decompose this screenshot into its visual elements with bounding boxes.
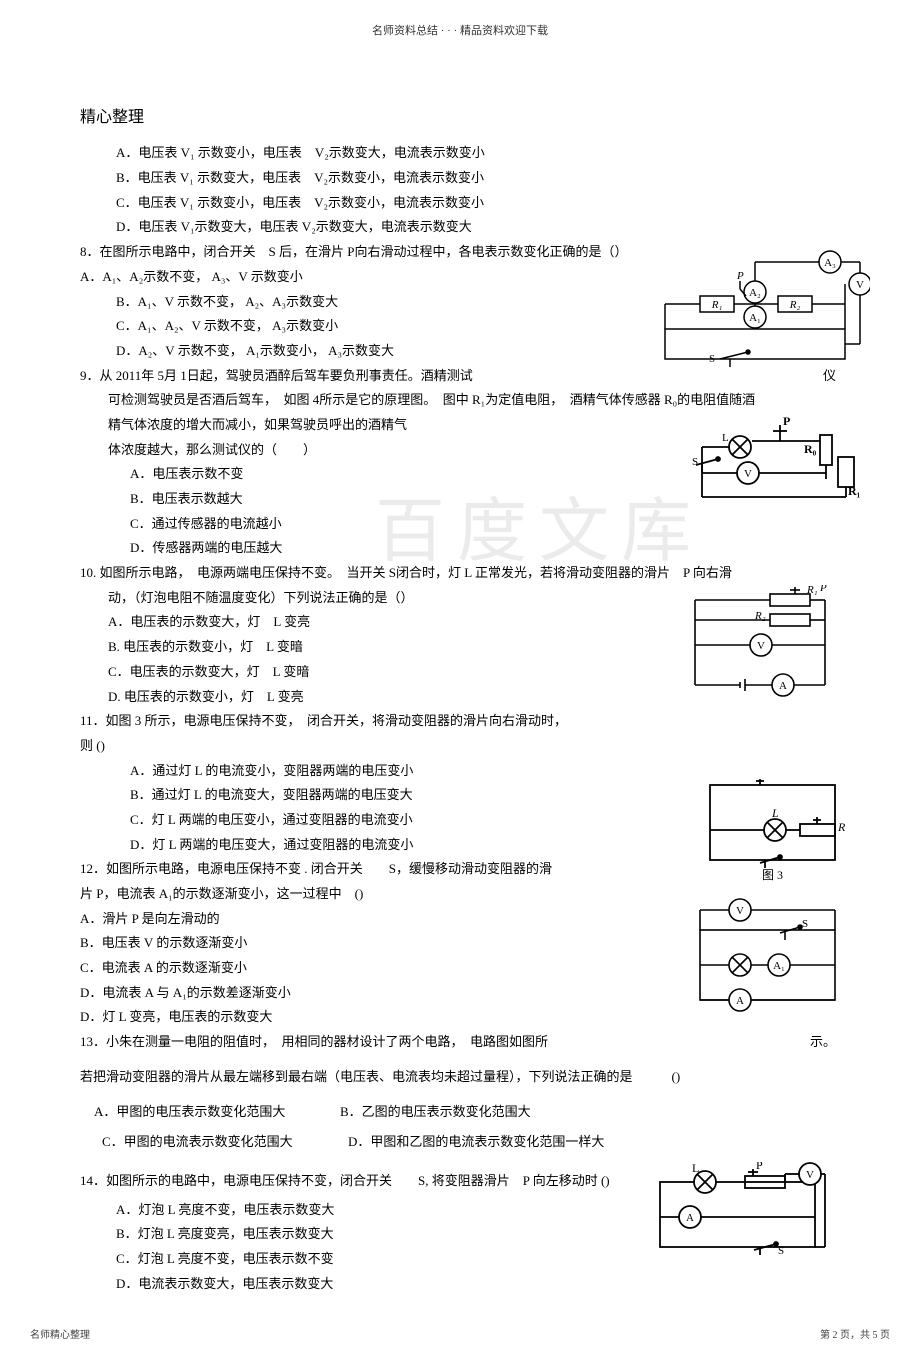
fig10-p: P [819, 585, 827, 594]
fig10-v: V [757, 640, 765, 652]
q13-opt-b: B．乙图的电压表示数变化范围大 [340, 1100, 531, 1125]
fig-q12: V S A₁ A [690, 895, 850, 1015]
fig14-v: V [806, 1169, 814, 1181]
fig14-p: P [756, 1162, 763, 1172]
q9-line2: 可检测驾驶员是否酒后驾车， 如图 4所示是它的原理图。 图中 R₁为定值电阻， … [80, 388, 840, 413]
fig9-s: S [692, 456, 698, 468]
section-title: 精心整理 [80, 103, 840, 133]
fig-q14: L P V A S [650, 1162, 830, 1262]
fig8-s: S [709, 353, 715, 365]
fig9-v: V [744, 468, 752, 480]
fig8-r1: R₁ [711, 299, 723, 311]
fig8-r2: R₂ [789, 299, 801, 311]
fig-q11: L R 图 3 [700, 775, 850, 885]
q7-opt-d: D．电压表 V₁示数变大，电压表 V₂示数变大，电流表示数变大 [80, 215, 840, 240]
fig8-v: V [856, 279, 864, 291]
fig9-p: P [783, 417, 790, 428]
fig12-s: S [802, 918, 808, 930]
fig11-cap: 图 3 [762, 868, 783, 882]
q13-line1: 13．小朱在测量一电阻的阻值时， 用相同的器材设计了两个电路， 电路图如图所 [80, 1030, 548, 1055]
q13-line2: 若把滑动变阻器的滑片从最左端移到最右端（电压表、电流表均未超过量程），下列说法正… [80, 1065, 840, 1090]
fig14-a: A [686, 1212, 694, 1224]
fig8-a1: A₁ [749, 312, 761, 324]
footer-right: 第 2 页，共 5 页 [820, 1326, 890, 1341]
fig11-r: R [837, 820, 846, 834]
q9-opt-d: D．传感器两端的电压越大 [80, 536, 840, 561]
q11-line2: 则 () [80, 734, 840, 759]
fig8-a2: A₂ [749, 287, 761, 299]
fig9-r1: R₁ [848, 484, 860, 498]
fig14-s: S [778, 1245, 784, 1257]
page-header: 名师资料总结 · · · 精品资料欢迎下载 [0, 0, 920, 38]
fig12-v: V [736, 905, 744, 917]
fig-q10: R₁ R₂ P V A [680, 585, 840, 705]
fig8-p: P [736, 270, 744, 282]
fig9-l: L [722, 432, 729, 444]
fig-q9: P L V S R₀ R₁ [690, 417, 860, 517]
fig10-r1: R₁ [806, 585, 818, 596]
q10-line1: 10. 如图所示电路， 电源两端电压保持不变。 当开关 S闭合时，灯 L 正常发… [80, 561, 840, 586]
q7-opt-b: B．电压表 V₁ 示数变大，电压表 V₂示数变小，电流表示数变小 [80, 166, 840, 191]
fig-q8: A₃ A₂ A₁ V R₁ R₂ S P [660, 249, 870, 369]
q13-line1-tail: 示。 [810, 1030, 840, 1055]
q14-opt-d: D．电流表示数变大，电压表示数变大 [80, 1272, 840, 1297]
fig12-a: A [736, 995, 744, 1007]
fig11-l: L [771, 806, 779, 820]
fig10-r2: R₂ [754, 610, 766, 622]
fig8-a3: A₃ [824, 257, 836, 269]
q13-opt-a: A．甲图的电压表示数变化范围大 [80, 1100, 340, 1125]
fig14-l: L [692, 1162, 699, 1175]
footer-left: 名师精心整理 [30, 1326, 90, 1341]
fig9-r0: R₀ [804, 442, 817, 456]
q7-opt-c: C．电压表 V₁ 示数变小，电压表 V₂示数变小，电流表示数变小 [80, 191, 840, 216]
q13-opt-c: C．甲图的电流表示数变化范围大 [80, 1130, 348, 1155]
q13-opt-d: D．甲图和乙图的电流表示数变化范围一样大 [348, 1130, 604, 1155]
q9-line1: 9．从 2011年 5月 1日起，驾驶员酒醉后驾车要负刑事责任。酒精测试 [80, 364, 473, 389]
fig10-a: A [779, 680, 787, 692]
q11-line1: 11．如图 3 所示，电源电压保持不变， 闭合开关，将滑动变阻器的滑片向右滑动时… [80, 709, 840, 734]
q7-opt-a: A．电压表 V₁ 示数变小，电压表 V₂示数变大，电流表示数变小 [80, 141, 840, 166]
fig12-a1: A₁ [773, 960, 785, 972]
